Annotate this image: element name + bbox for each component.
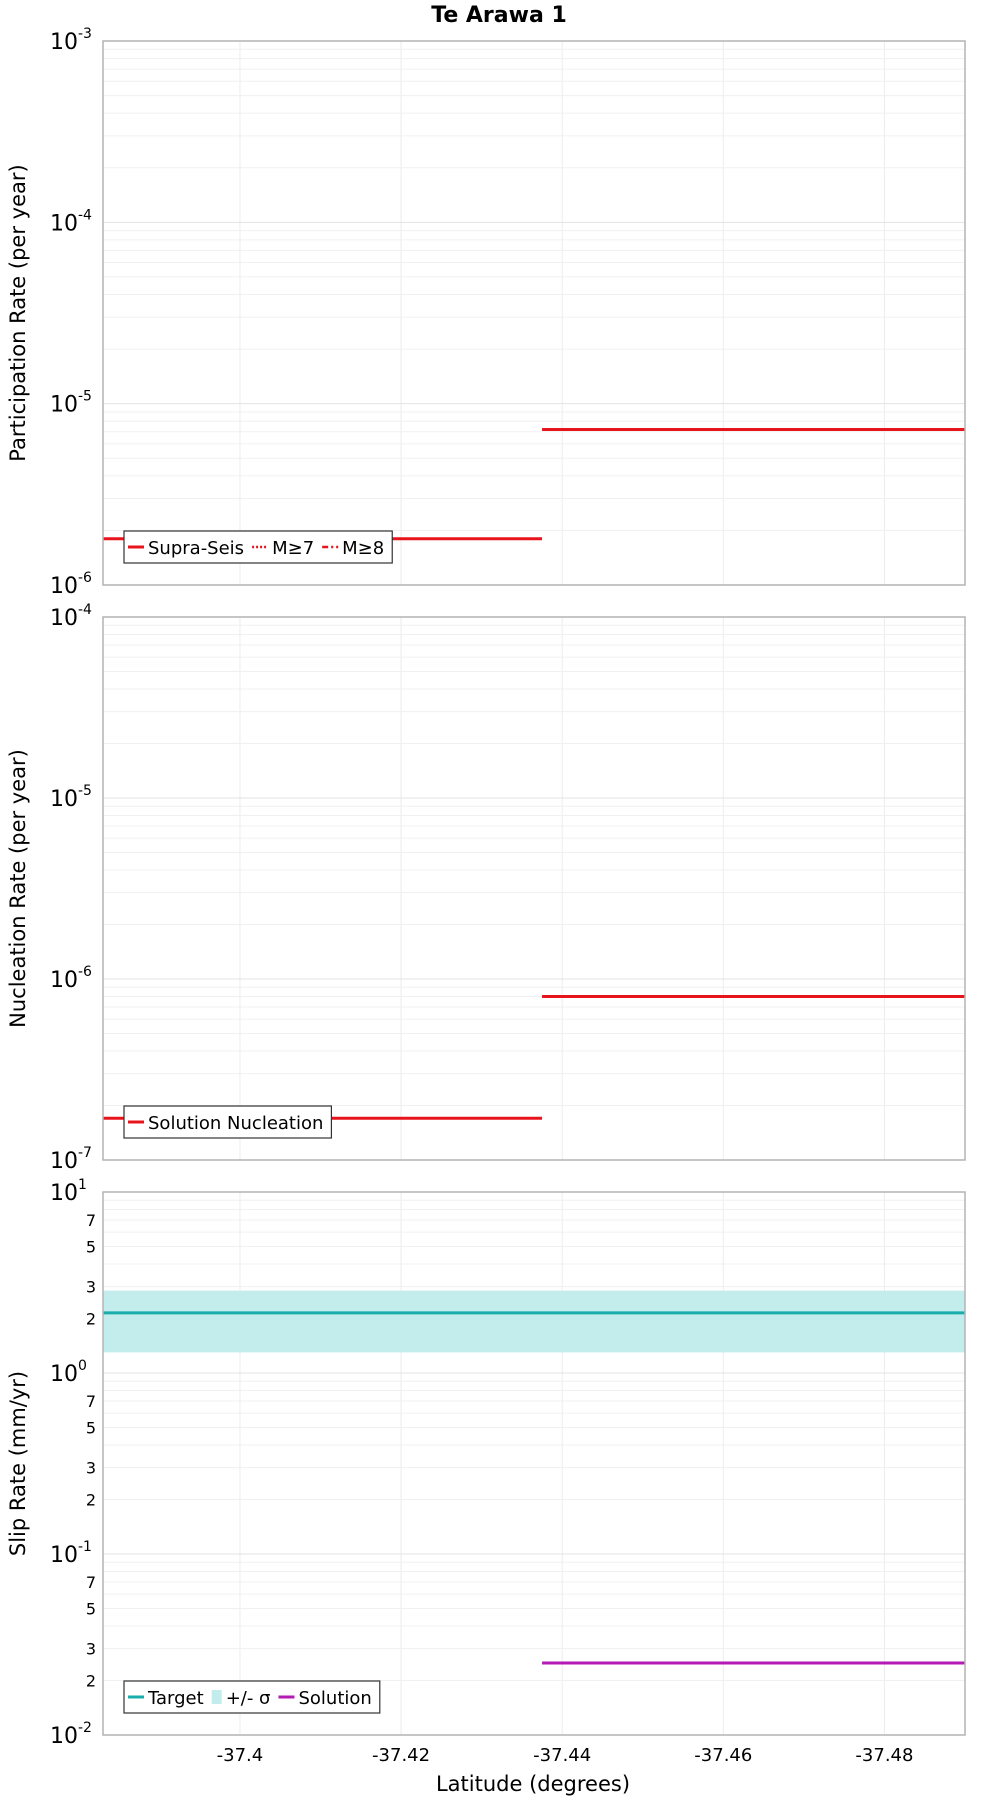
y-minor-tick-label: 2 <box>86 1672 96 1691</box>
plot-frame <box>102 1191 966 1736</box>
y-tick-label: 10 <box>50 30 78 55</box>
legend-label: M≥8 <box>342 538 384 559</box>
y-minor-tick-label: 3 <box>86 1278 96 1297</box>
y-tick-exponent: -6 <box>78 570 92 586</box>
y-tick-label: 10 <box>50 1149 78 1174</box>
y-axis-label: Slip Rate (mm/yr) <box>6 1371 30 1556</box>
legend: Solution Nucleation <box>123 1105 333 1139</box>
legend-label: M≥7 <box>272 538 314 559</box>
legend-frame <box>123 530 393 564</box>
y-tick-exponent: -1 <box>78 1539 92 1555</box>
legend-swatch <box>211 1690 222 1704</box>
y-tick-exponent: -2 <box>78 1720 92 1736</box>
y-tick-exponent: -4 <box>78 207 92 223</box>
y-tick-label: 10 <box>50 606 78 631</box>
x-tick-label: -37.4 <box>217 1745 264 1766</box>
y-tick-exponent: -7 <box>78 1145 92 1161</box>
y-tick-exponent: 1 <box>78 1177 87 1193</box>
legend-label: Solution <box>298 1688 371 1709</box>
y-tick-label: 10 <box>50 574 78 599</box>
sigma-band <box>103 1290 965 1353</box>
y-tick-label: 10 <box>50 968 78 993</box>
chart-title: Te Arawa 1 <box>431 3 567 28</box>
y-axis-label: Participation Rate (per year) <box>6 164 30 461</box>
legend-label: Solution Nucleation <box>148 1113 323 1134</box>
y-tick-label: 10 <box>50 1362 78 1387</box>
legend-label: Target <box>147 1688 204 1709</box>
y-tick-label: 10 <box>50 787 78 812</box>
y-tick-exponent: -6 <box>78 964 92 980</box>
legend: Supra-Seis M≥7 M≥8 <box>123 530 393 564</box>
y-tick-exponent: 0 <box>78 1358 87 1374</box>
plot-frame <box>102 616 966 1161</box>
y-axis-label: Nucleation Rate (per year) <box>6 749 30 1028</box>
y-tick-exponent: -5 <box>78 389 92 405</box>
x-tick-label: -37.46 <box>694 1745 752 1766</box>
x-tick-label: -37.42 <box>372 1745 430 1766</box>
y-minor-tick-label: 5 <box>86 1237 96 1256</box>
y-minor-tick-label: 5 <box>86 1599 96 1618</box>
y-tick-label: 10 <box>50 393 78 418</box>
y-tick-label: 10 <box>50 1543 78 1568</box>
y-minor-tick-label: 5 <box>86 1418 96 1437</box>
x-tick-label: -37.44 <box>533 1745 591 1766</box>
legend-frame <box>123 1680 381 1714</box>
y-tick-label: 10 <box>50 211 78 236</box>
x-tick-label: -37.48 <box>855 1745 913 1766</box>
y-minor-tick-label: 2 <box>86 1310 96 1329</box>
legend-label: +/- σ <box>226 1688 271 1709</box>
legend-frame <box>123 1105 333 1139</box>
y-minor-tick-label: 2 <box>86 1491 96 1510</box>
legend-label: Supra-Seis <box>148 538 244 559</box>
y-tick-exponent: -3 <box>78 26 92 42</box>
legend: Target +/- σ Solution <box>123 1680 381 1714</box>
x-axis-label: Latitude (degrees) <box>436 1772 630 1796</box>
y-minor-tick-label: 3 <box>86 1640 96 1659</box>
y-tick-exponent: -5 <box>78 783 92 799</box>
y-minor-tick-label: 7 <box>86 1211 96 1230</box>
plot-frame <box>102 40 966 586</box>
y-tick-label: 10 <box>50 1181 78 1206</box>
y-minor-tick-label: 3 <box>86 1459 96 1478</box>
y-minor-tick-label: 7 <box>86 1573 96 1592</box>
y-tick-label: 10 <box>50 1724 78 1749</box>
y-minor-tick-label: 7 <box>86 1392 96 1411</box>
y-tick-exponent: -4 <box>78 602 92 618</box>
